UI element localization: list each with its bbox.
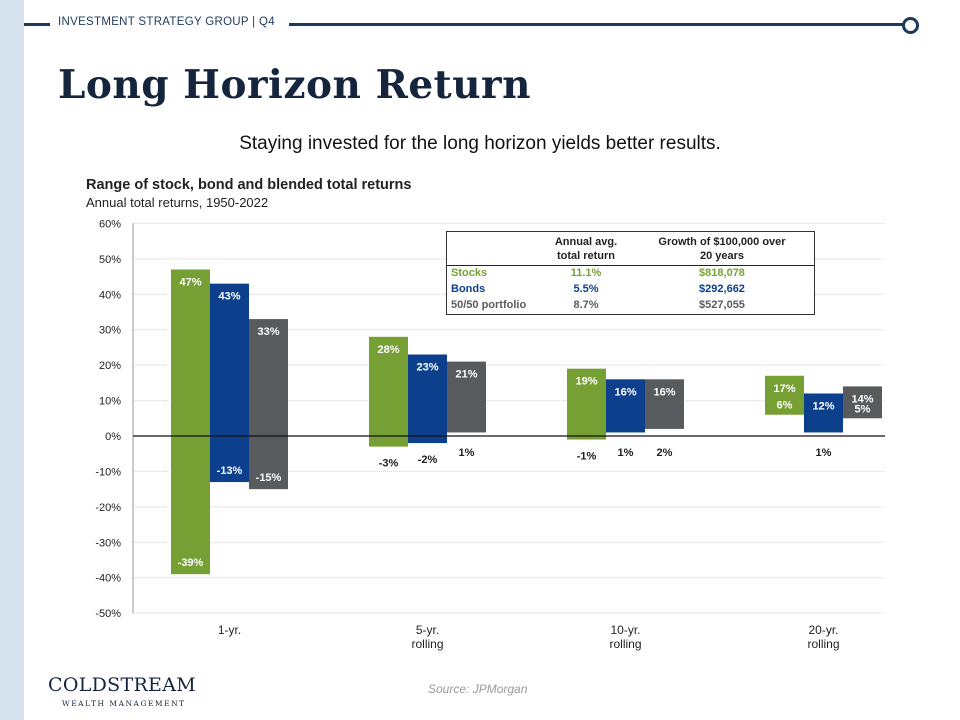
chart-subtitle: Annual total returns, 1950-2022 — [86, 195, 269, 210]
x-category-label: 20-yr. — [808, 623, 838, 637]
legend-col1-header-line2: total return — [556, 250, 616, 262]
bar-min-label: 1% — [459, 447, 475, 459]
y-tick-label: -50% — [95, 608, 121, 620]
bar-bonds — [408, 354, 447, 444]
bar-min-label: -1% — [577, 451, 597, 463]
legend-row-portfolio-growth: $527,055 — [699, 299, 745, 311]
legend-row-stocks-avg: 11.1% — [570, 267, 602, 279]
bar-max-label: 47% — [179, 276, 201, 288]
logo-wordmark: COLDSTREAM — [48, 674, 197, 696]
page-title: Long Horizon Return — [58, 62, 531, 108]
bar-max-label: 16% — [653, 386, 675, 398]
bar-bonds — [210, 283, 249, 483]
bar-min-label: 2% — [657, 447, 673, 459]
legend-row-bonds-name: Bonds — [451, 283, 486, 295]
bar-stocks — [369, 336, 408, 447]
bar-min-label: -3% — [379, 458, 399, 470]
y-tick-label: -20% — [95, 502, 121, 514]
y-tick-label: 40% — [99, 289, 121, 301]
left-accent-band — [0, 0, 24, 720]
logo-tagline: WEALTH MANAGEMENT — [62, 699, 186, 708]
x-category-label-line2: rolling — [411, 637, 443, 651]
legend-row-portfolio-avg: 8.7% — [573, 299, 599, 311]
legend-row-bonds-growth: $292,662 — [699, 283, 745, 295]
y-tick-label: 50% — [99, 254, 121, 266]
legend-col1-header-line1: Annual avg. — [554, 236, 618, 248]
header-label: INVESTMENT STRATEGY GROUP | Q4 — [58, 16, 275, 28]
x-category-label: 10-yr. — [610, 623, 640, 637]
legend-col1-header: Annual avg. total return — [541, 235, 631, 263]
bar-min-label: -2% — [418, 454, 438, 466]
bar-stocks — [567, 368, 606, 440]
chart-title: Range of stock, bond and blended total r… — [86, 177, 412, 193]
y-tick-label: 20% — [99, 360, 121, 372]
bar-min-label: 6% — [777, 400, 793, 412]
y-tick-label: -40% — [95, 573, 121, 585]
source-note: Source: JPMorgan — [428, 682, 528, 696]
header-rule-left — [24, 23, 50, 26]
y-tick-label: -10% — [95, 466, 121, 478]
bar-stocks — [765, 375, 804, 415]
x-category-label: 1-yr. — [218, 623, 241, 637]
bar-min-label: -13% — [217, 465, 243, 477]
legend-header-separator — [447, 265, 814, 266]
y-tick-label: 30% — [99, 325, 121, 337]
bar-stocks — [171, 269, 210, 575]
y-tick-label: 0% — [105, 431, 121, 443]
x-category-label: 5-yr. — [416, 623, 439, 637]
bar-max-label: 43% — [218, 291, 240, 303]
x-category-label-line2: rolling — [609, 637, 641, 651]
bar-max-label: 14% — [851, 393, 873, 405]
x-category-label-line2: rolling — [807, 637, 839, 651]
y-tick-label: -30% — [95, 537, 121, 549]
legend-row-bonds-avg: 5.5% — [573, 283, 599, 295]
bar-bonds — [804, 393, 843, 433]
legend-row-stocks-name: Stocks — [451, 267, 488, 279]
bar-50-50-portfolio — [447, 361, 486, 433]
bar-50-50-portfolio — [645, 379, 684, 429]
bar-bonds — [606, 379, 645, 433]
legend-col2-header: Growth of $100,000 over 20 years — [637, 235, 807, 263]
bar-max-label: 28% — [377, 344, 399, 356]
bar-max-label: 23% — [416, 362, 438, 374]
legend-col2-header-line1: Growth of $100,000 over — [658, 236, 786, 248]
bar-max-label: 12% — [812, 400, 834, 412]
header-rule-end-circle — [902, 17, 919, 34]
bar-max-label: 19% — [575, 376, 597, 388]
bar-min-label: 1% — [618, 447, 634, 459]
legend-row-portfolio-name: 50/50 portfolio — [451, 299, 527, 311]
bar-min-label: -39% — [178, 557, 204, 569]
bar-max-label: 21% — [455, 369, 477, 381]
subtitle: Staying invested for the long horizon yi… — [239, 133, 721, 154]
header-rule-right — [289, 23, 903, 26]
legend-col2-header-line2: 20 years — [699, 250, 745, 262]
bar-min-label: 1% — [816, 447, 832, 459]
bar-max-label: 33% — [257, 326, 279, 338]
y-tick-label: 60% — [99, 218, 121, 230]
bar-max-label: 16% — [614, 386, 636, 398]
bar-50-50-portfolio — [843, 386, 882, 419]
bar-50-50-portfolio — [249, 319, 288, 490]
bar-min-label: 5% — [855, 403, 871, 415]
y-tick-label: 10% — [99, 396, 121, 408]
bar-max-label: 17% — [773, 383, 795, 395]
legend-table: Annual avg. total return Growth of $100,… — [446, 231, 815, 315]
bar-min-label: -15% — [256, 472, 282, 484]
legend-row-stocks-growth: $818,078 — [699, 267, 745, 279]
